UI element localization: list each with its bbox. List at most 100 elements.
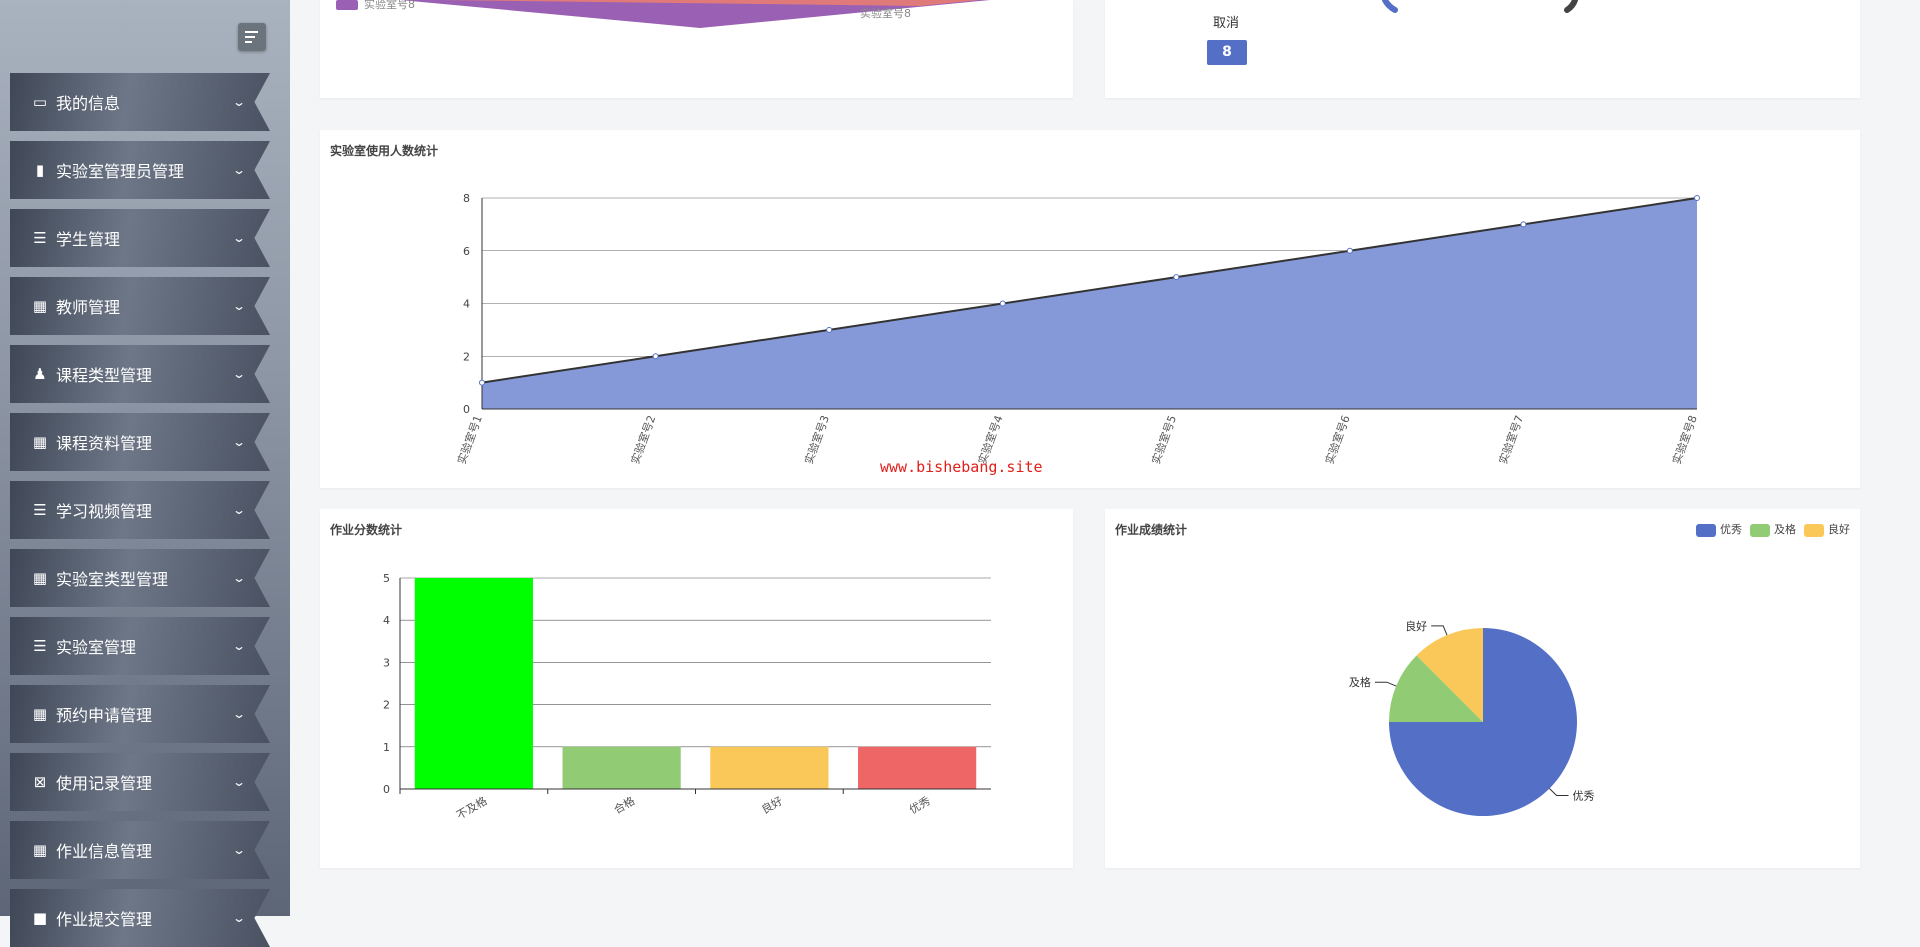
chart-title: 实验室使用人数统计 [330, 144, 439, 158]
sidebar-item[interactable]: ▦ 实验室类型管理 ⌄ [10, 549, 270, 607]
bar [710, 746, 829, 789]
cancel-label: 取消 [1213, 16, 1240, 31]
area-fill [482, 198, 1697, 409]
sidebar-item-label: 预约申请管理 [56, 706, 153, 725]
chevron-down-icon: ⌄ [231, 639, 247, 653]
apps-icon: ▦ [32, 705, 48, 723]
grid-icon: ▦ [32, 433, 48, 451]
label-line [1431, 625, 1448, 636]
x-tick-label: 实验室号2 [628, 413, 659, 466]
y-tick-label: 0 [383, 783, 390, 796]
value-badge: 8 [1207, 40, 1247, 65]
x-tick-label: 实验室号8 [1669, 413, 1700, 466]
chevron-down-icon: ⌄ [231, 843, 247, 857]
sidebar-item[interactable]: ♟ 课程类型管理 ⌄ [10, 345, 270, 403]
sidebar-item[interactable]: ☰ 实验室管理 ⌄ [10, 617, 270, 675]
data-point [826, 326, 833, 333]
legend-item[interactable]: 优秀 [1696, 521, 1742, 537]
score-bar-card: 作业分数统计 0 1 2 3 4 5 不及格 合格 良好 优秀 [320, 509, 1073, 868]
sidebar-item[interactable]: ⊠ 使用记录管理 ⌄ [10, 753, 270, 811]
chart-legend[interactable]: 优秀 及格 良好 [1696, 521, 1850, 537]
legend-label: 及格 [1774, 523, 1796, 536]
x-tick-label: 实验室号1 [454, 413, 485, 466]
legend-item[interactable]: 及格 [1750, 521, 1796, 537]
y-tick-label: 1 [383, 741, 390, 754]
sidebar-item-label: 教师管理 [56, 298, 121, 317]
x-tick-label: 实验室号3 [801, 413, 832, 466]
bar [562, 746, 681, 789]
chevron-down-icon: ⌄ [231, 571, 247, 585]
bar [858, 746, 977, 789]
sidebar-item[interactable]: ▦ 预约申请管理 ⌄ [10, 685, 270, 743]
clipboard-x-icon: ⊠ [33, 773, 47, 791]
chevron-down-icon: ⌄ [231, 435, 247, 449]
data-point [1173, 274, 1180, 281]
legend-item[interactable]: 良好 [1804, 521, 1850, 537]
x-tick-label: 优秀 [907, 794, 933, 816]
legend-label: 实验室号8 [364, 0, 415, 11]
sidebar-item-label: 学生管理 [56, 230, 121, 249]
sidebar-item[interactable]: ■ 作业提交管理 ⌄ [10, 889, 270, 947]
legend-label: 优秀 [1720, 523, 1742, 536]
list-outdent-icon: ☰ [33, 637, 47, 655]
y-tick-label: 2 [463, 350, 470, 363]
bar [414, 578, 533, 789]
x-tick-label: 实验室号5 [1149, 413, 1180, 466]
x-tick-label: 实验室号7 [1496, 413, 1527, 466]
y-tick-label: 3 [383, 656, 390, 669]
sidebar-item-label: 实验室管理 [56, 638, 137, 657]
y-tick-label: 0 [463, 403, 470, 416]
y-tick-label: 5 [383, 572, 390, 585]
sidebar-item-label: 我的信息 [56, 94, 121, 113]
grid-icon: ▦ [32, 569, 48, 587]
watermark: www.bishebang.site [880, 458, 1043, 476]
sidebar-item[interactable]: ▦ 课程资料管理 ⌄ [10, 413, 270, 471]
legend-swatch [1750, 523, 1770, 537]
series-line [481, 197, 1698, 384]
sidebar-item[interactable]: ▦ 教师管理 ⌄ [10, 277, 270, 335]
sidebar: ▭ 我的信息 ⌄ ▮ 实验室管理员管理 ⌄ ☰ 学生管理 ⌄ ▦ 教师管理 ⌄ ♟ 课程类型管理 ⌄ ▦ 课程资… [0, 0, 290, 947]
score-bar-chart: 0 1 2 3 4 5 不及格 合格 良好 优秀 [383, 572, 991, 822]
chevron-down-icon: ⌄ [231, 707, 247, 721]
legend-swatch [1804, 523, 1824, 537]
grid-icon: ▦ [32, 297, 48, 315]
chevron-down-icon: ⌄ [231, 775, 247, 789]
sidebar-item-label: 作业提交管理 [56, 910, 153, 929]
gauge-arc [1382, 0, 1398, 13]
chevron-down-icon: ⌄ [231, 299, 247, 313]
funnel-slice [440, 0, 980, 6]
grade-pie-chart: 优秀 及格 良好 [1349, 619, 1595, 816]
chevron-down-icon: ⌄ [231, 231, 247, 245]
menu-toggle-button[interactable] [238, 23, 266, 51]
data-point [1520, 221, 1527, 228]
slice-label: 及格 [1349, 675, 1371, 689]
slice-label: 实验室号8 [860, 6, 911, 20]
grade-pie-card: 作业成绩统计 优秀 及格 良好 优秀 及格 良好 [1105, 509, 1860, 868]
sidebar-item[interactable]: ▭ 我的信息 ⌄ [10, 73, 270, 131]
data-point [1346, 247, 1353, 254]
x-tick-label: 实验室号6 [1322, 413, 1353, 466]
sidebar-item[interactable]: ▮ 实验室管理员管理 ⌄ [10, 141, 270, 199]
slice-label: 良好 [1405, 619, 1427, 633]
label-line [1374, 681, 1397, 687]
sliders-icon: ☰ [33, 229, 47, 247]
card-icon: ▭ [32, 93, 48, 111]
data-point [479, 379, 485, 386]
grid-icon: ▦ [32, 841, 48, 859]
y-tick-label: 8 [463, 192, 470, 205]
legend-swatch [336, 0, 358, 10]
y-tick-label: 6 [463, 245, 470, 258]
sidebar-item[interactable]: ▦ 作业信息管理 ⌄ [10, 821, 270, 879]
top-right-chart-card: 取消 8 [1105, 0, 1860, 98]
chart-title: 作业成绩统计 [1115, 523, 1188, 537]
chevron-down-icon: ⌄ [231, 911, 247, 925]
y-tick-label: 2 [383, 699, 390, 712]
data-point [999, 300, 1006, 307]
sidebar-item-label: 实验室类型管理 [56, 570, 169, 589]
user-stamp-icon: ♟ [33, 365, 47, 383]
sidebar-item[interactable]: ☰ 学生管理 ⌄ [10, 209, 270, 267]
sidebar-item[interactable]: ☰ 学习视频管理 ⌄ [10, 481, 270, 539]
y-tick-label: 4 [463, 298, 470, 311]
chevron-down-icon: ⌄ [231, 503, 247, 517]
legend-swatch [1696, 523, 1716, 537]
